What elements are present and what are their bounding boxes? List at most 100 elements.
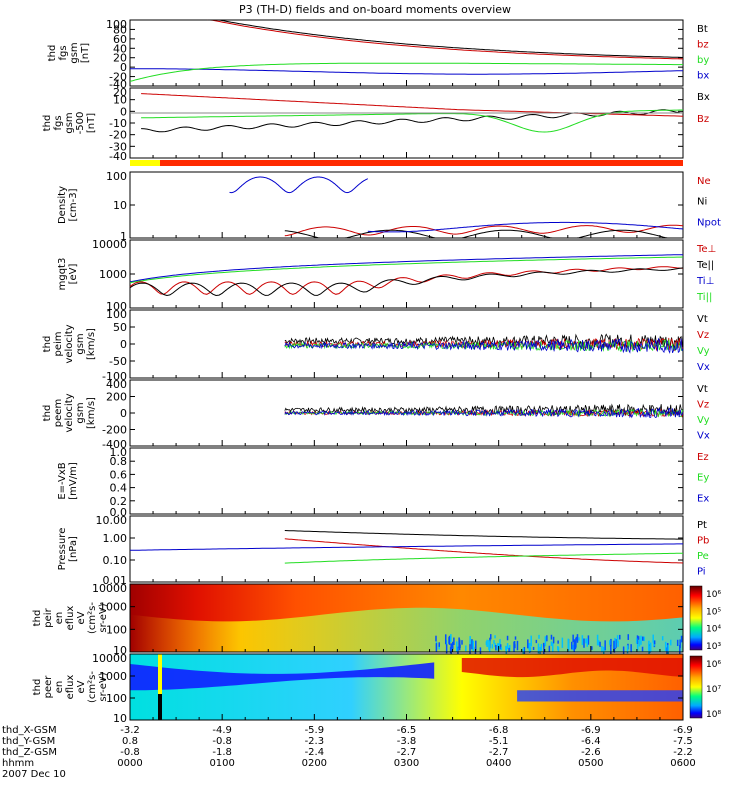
ion-noise-pixel <box>609 640 612 647</box>
ion-noise-pixel <box>469 636 471 646</box>
ytick-label: 1.0 <box>110 446 128 459</box>
ion-noise-pixel <box>573 639 575 644</box>
ion-noise-pixel <box>571 641 573 650</box>
colorbar-tick: 10⁷ <box>706 685 721 695</box>
ytick-label: 100 <box>106 300 127 313</box>
ion-noise-pixel <box>552 636 555 644</box>
ytick-label: -30 <box>109 140 127 153</box>
legend-entry: Ne <box>697 176 711 187</box>
xaxis-value: -2.4 <box>305 747 325 758</box>
ytick-label: 0.6 <box>110 468 128 481</box>
xaxis-value: -0.8 <box>120 747 140 758</box>
legend-entry: Ti⊥ <box>696 276 714 287</box>
colorbar-tick: 10⁵ <box>706 607 721 617</box>
ylabel-line: -500 <box>75 112 86 135</box>
ion-noise-pixel <box>529 646 532 651</box>
xaxis-value: 0000 <box>117 758 142 769</box>
ylabel-line: [nT] <box>80 43 91 63</box>
ion-noise-pixel <box>498 643 500 649</box>
ion-noise-pixel <box>435 643 438 652</box>
ylabel-line: eflux <box>65 675 76 700</box>
ion-noise-pixel <box>572 634 574 643</box>
xaxis-value: -3.2 <box>120 725 140 736</box>
ytick-label: 1000 <box>99 670 127 683</box>
ylabel-line: (cm²s- <box>87 602 98 634</box>
ion-noise-pixel <box>494 635 496 639</box>
ion-noise-pixel <box>586 638 589 647</box>
panel-10: 10⁶ 10⁷ 10⁸ 10000 1000 100 10 thd peer en eflux eV(… <box>32 652 721 725</box>
ion-noise-pixel <box>499 644 502 650</box>
ion-noise-pixel <box>627 634 630 640</box>
ion-noise-pixel <box>643 636 645 642</box>
ytick-label: 10 <box>113 94 127 107</box>
ion-noise-pixel <box>667 644 669 655</box>
ylabel-line: peir <box>43 607 54 627</box>
panel-frame <box>129 87 684 159</box>
ion-noise-pixel <box>561 637 564 648</box>
ylabel-line: sr-eV) <box>98 603 109 632</box>
ylabel-line: gsm <box>75 333 86 354</box>
ytick-label: 20 <box>113 86 127 99</box>
ion-noise-pixel <box>485 641 488 646</box>
vx-trace <box>284 337 684 354</box>
ion-noise-pixel <box>548 645 551 653</box>
ytick-label: 10000 <box>92 238 127 251</box>
ytick-label: 10.00 <box>96 514 128 527</box>
legend-entry: Vx <box>697 431 710 442</box>
xaxis-value: -2.3 <box>305 736 325 747</box>
ytick-label: 0 <box>120 105 127 118</box>
ylabel-line: peem <box>53 399 64 427</box>
ylabel-line: en <box>54 681 65 694</box>
by-trace <box>141 109 683 133</box>
ytick-label: 0.0 <box>110 506 128 519</box>
ion-noise-pixel <box>445 644 448 654</box>
ion-noise-pixel <box>572 644 574 651</box>
ion-noise-pixel <box>537 643 540 654</box>
ion-noise-pixel <box>575 636 578 641</box>
colorbar-tick: 10⁸ <box>706 710 721 720</box>
ion-noise-pixel <box>550 641 553 647</box>
ion-noise-pixel <box>494 643 496 648</box>
xaxis-value: -6.8 <box>489 725 509 736</box>
legend-entry: Pb <box>697 536 709 547</box>
ytick-label: 10 <box>113 644 127 657</box>
ytick-label: -20 <box>109 129 127 142</box>
ylabel-line: Pressure <box>57 528 68 571</box>
xaxis-row-label: thd_Y-GSM <box>2 736 55 747</box>
vx-trace <box>284 406 684 419</box>
ion-noise-pixel <box>448 635 451 645</box>
xaxis-value: -5.1 <box>489 736 509 747</box>
ytick-label: 10000 <box>92 582 127 595</box>
ion-noise-pixel <box>471 639 473 650</box>
legend-entry: Vz <box>697 400 709 411</box>
ion-noise-pixel <box>622 646 625 657</box>
ytick-label: 100 <box>106 623 127 636</box>
xaxis-value: -2.2 <box>673 747 693 758</box>
legend-entry: bx <box>697 71 709 82</box>
xaxis-value: 0100 <box>209 758 234 769</box>
xaxis-value: 0.8 <box>122 736 138 747</box>
panel-7: 1.00.80.60.40.20.0 E=-VxB [mV/m] Ez Ey Ex <box>57 446 709 519</box>
ion-noise-pixel <box>652 634 654 643</box>
ytick-label: 0 <box>120 407 127 420</box>
electron-gap-bar <box>158 694 162 720</box>
legend-entry: Te|| <box>696 260 714 271</box>
ylabel-line: [nT] <box>86 113 97 133</box>
ylabel-line: gsm <box>69 42 80 63</box>
legend-entry: Vx <box>697 362 710 373</box>
ion-noise-pixel <box>493 640 495 644</box>
ion-noise-pixel <box>543 644 545 655</box>
ytick-label: 60 <box>113 33 127 46</box>
ion-noise-pixel <box>497 643 499 651</box>
ion-noise-pixel <box>567 646 570 652</box>
ion-noise-pixel <box>550 634 553 640</box>
ti-perp-trace <box>129 254 683 283</box>
ylabel-line: sr-eV) <box>98 672 109 701</box>
ion-noise-pixel <box>583 638 585 648</box>
ion-noise-pixel <box>458 639 461 651</box>
legend-entry: Npot <box>697 217 721 228</box>
legend-entry: Bz <box>697 114 709 125</box>
ylabel-line: mgqt3 <box>57 258 68 291</box>
ytick-label: -40 <box>109 150 127 163</box>
